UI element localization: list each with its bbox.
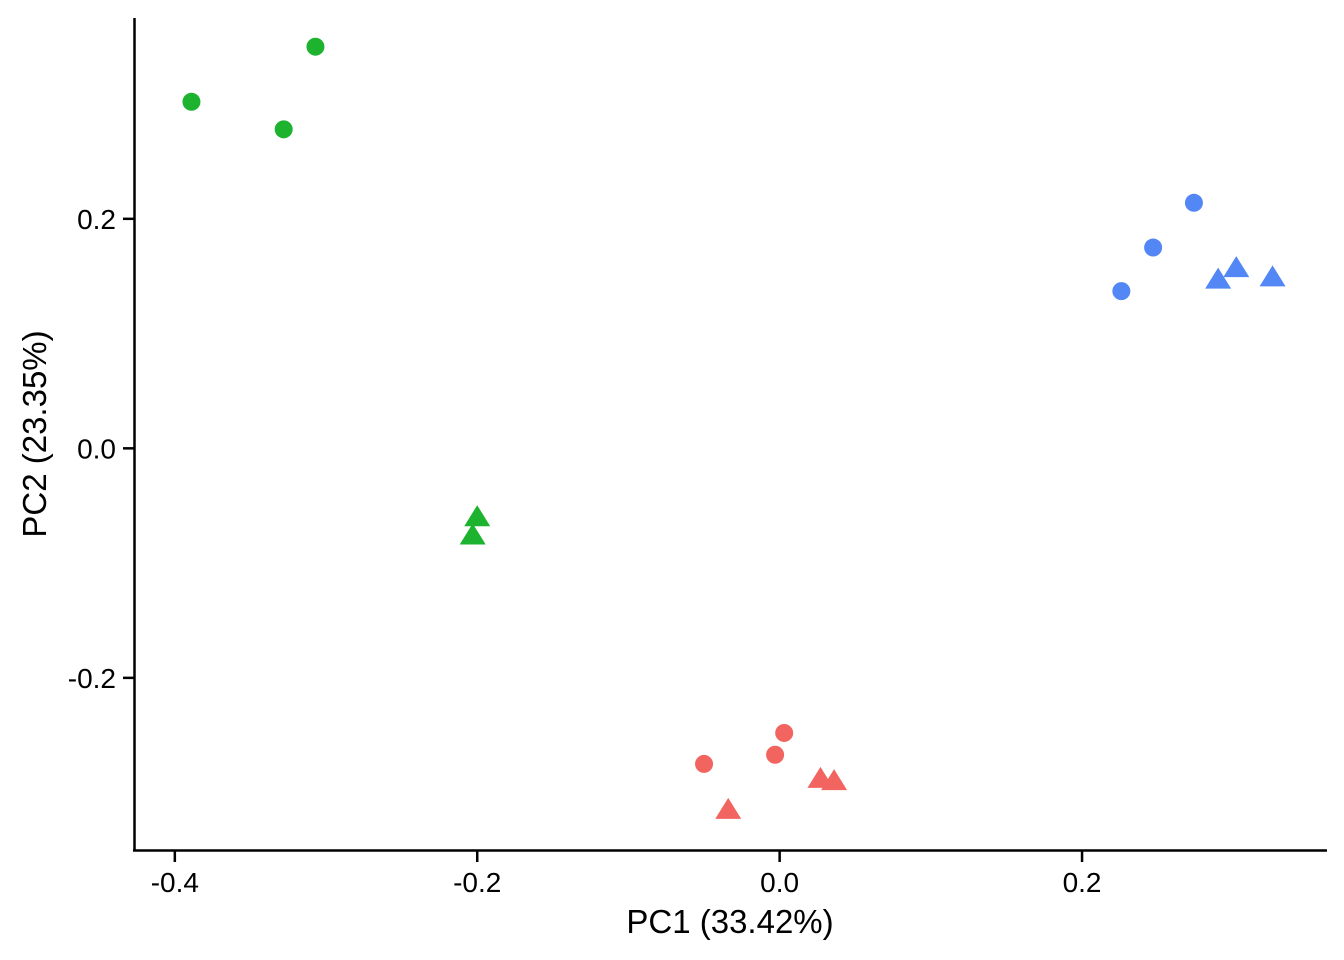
data-point-triangle — [1223, 256, 1250, 278]
y-tick-label: -0.2 — [68, 663, 116, 694]
data-point-circle — [1112, 282, 1131, 301]
data-point-triangle — [1259, 265, 1286, 287]
data-point-circle — [1144, 238, 1163, 257]
data-point-triangle — [464, 505, 491, 527]
y-tick-label: 0.2 — [77, 204, 116, 235]
x-ticks: -0.4 -0.2 0.0 0.2 — [151, 851, 1102, 898]
data-point-circle — [306, 37, 325, 56]
x-tick-label: -0.4 — [151, 867, 199, 898]
x-tick-label: 0.0 — [760, 867, 799, 898]
data-point-triangle — [1205, 267, 1232, 289]
x-tick-label: 0.2 — [1063, 867, 1102, 898]
data-point-circle — [274, 120, 293, 139]
y-tick-label: 0.0 — [77, 433, 116, 464]
data-point-circle — [695, 754, 714, 773]
data-point-triangle — [821, 769, 848, 791]
data-point-circle — [1184, 193, 1203, 212]
data-points — [182, 37, 1286, 819]
data-point-triangle — [715, 797, 742, 819]
data-point-circle — [182, 92, 201, 111]
axes — [133, 18, 1327, 852]
data-point-circle — [775, 723, 794, 742]
data-point-triangle — [459, 523, 486, 545]
y-ticks: -0.2 0.0 0.2 — [68, 204, 134, 694]
x-tick-label: -0.2 — [453, 867, 501, 898]
x-axis-title: PC1 (33.42%) — [626, 903, 833, 940]
data-point-circle — [766, 745, 785, 764]
y-axis-title: PC2 (23.35%) — [16, 330, 53, 537]
